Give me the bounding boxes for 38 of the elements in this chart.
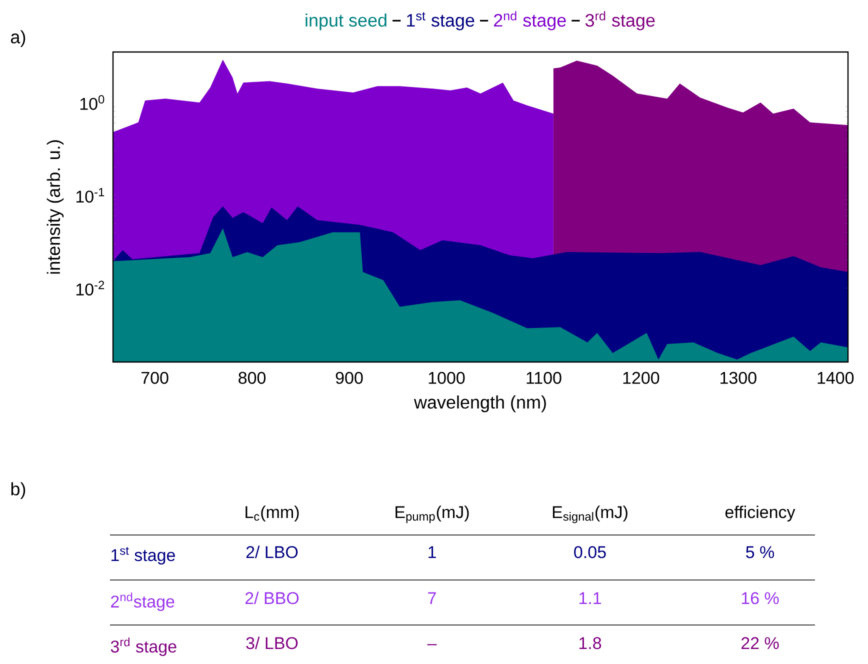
- category-label: 3$^{rd}$ stage: [110, 638, 176, 656]
- category-label: E$_{signal}$(mJ): [552, 506, 628, 524]
- text: b): [11, 482, 26, 499]
- category-label: efficiency: [725, 506, 796, 522]
- text: 22 %: [741, 637, 779, 650]
- category-label: 1$^{st}$ stage: [112, 547, 175, 565]
- x-tick-label: 1400: [818, 372, 854, 384]
- text: 16 %: [742, 592, 779, 604]
- x-tick-label: 1300: [720, 372, 756, 384]
- text: input seed: [306, 14, 386, 30]
- text: 1.1: [579, 592, 601, 604]
- x-tick-label: 800: [238, 372, 266, 384]
- text: 7: [428, 592, 436, 604]
- text: 2$^{nd}$ stage: [494, 11, 566, 30]
- x-tick-label: 1100: [526, 372, 562, 384]
- x-tick-label: 900: [336, 372, 363, 384]
- y-tick-label: 10$^{0}$: [80, 95, 104, 110]
- category-label: 2$^{nd}$stage: [111, 592, 174, 611]
- text: 1$^{st}$ stage: [407, 12, 474, 30]
- text: 2/ LBO: [246, 546, 298, 558]
- x-axis-title: wavelength (nm): [414, 395, 546, 412]
- text: a): [10, 30, 26, 47]
- text: 1.8: [579, 637, 602, 650]
- x-tick-label: 1200: [623, 372, 660, 384]
- text: 0.05: [574, 546, 606, 558]
- text: –: [427, 644, 437, 646]
- x-tick-label: 700: [142, 372, 168, 384]
- text: 2/ BBO: [245, 592, 299, 604]
- category-label: L$_{c}$(mm): [246, 506, 299, 522]
- text: 3/ LBO: [246, 636, 298, 650]
- category-label: E$_{pump}$(mJ): [396, 506, 469, 524]
- series-label: 3$^{rd}$ stage: [585, 11, 655, 30]
- y-axis-title: intensity (arb. u.): [46, 140, 64, 274]
- y-tick-label: 10$^{-1}$: [76, 188, 104, 203]
- text: 1: [428, 546, 436, 558]
- y-tick-label: 10$^{-2}$: [76, 280, 104, 296]
- x-tick-label: 1000: [428, 372, 465, 384]
- text: 5 %: [746, 546, 774, 558]
